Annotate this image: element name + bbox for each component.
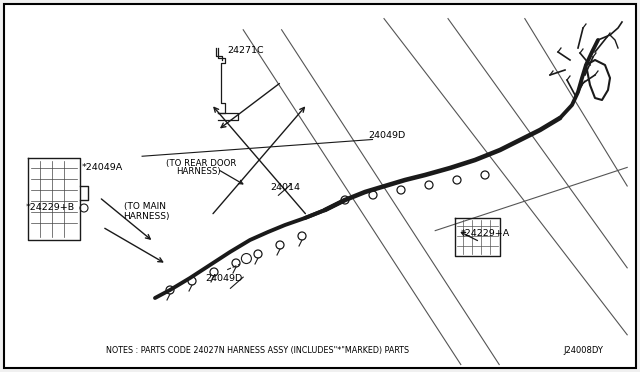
Text: J24008DY: J24008DY	[563, 346, 603, 355]
Text: 24271C: 24271C	[227, 46, 264, 55]
Text: *24229+A: *24229+A	[461, 229, 510, 238]
Text: 24049D: 24049D	[368, 131, 405, 140]
Text: NOTES : PARTS CODE 24027N HARNESS ASSY (INCLUDES"*"MARKED) PARTS: NOTES : PARTS CODE 24027N HARNESS ASSY (…	[106, 346, 409, 355]
Text: 24049D: 24049D	[205, 274, 242, 283]
Text: 24014: 24014	[270, 183, 300, 192]
Text: HARNESS): HARNESS)	[176, 167, 221, 176]
Text: (TO REAR DOOR: (TO REAR DOOR	[166, 158, 237, 167]
Text: *24049A: *24049A	[82, 163, 123, 172]
Text: (TO MAIN: (TO MAIN	[124, 202, 166, 211]
Text: *24229+B: *24229+B	[26, 203, 75, 212]
Text: HARNESS): HARNESS)	[124, 212, 170, 221]
